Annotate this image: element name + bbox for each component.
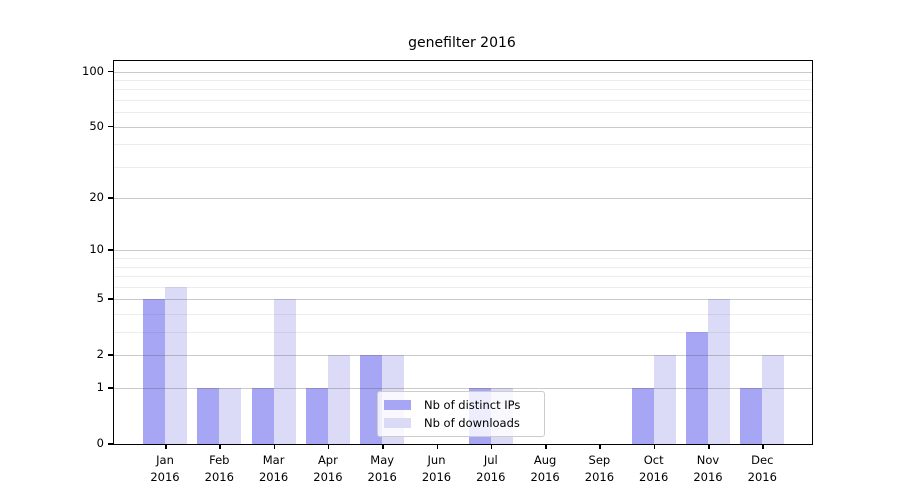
minor-gridline — [114, 286, 812, 288]
bar-dec-downloads — [762, 355, 785, 444]
y-tick-mark — [108, 443, 114, 445]
x-tick-mark — [708, 444, 710, 449]
major-gridline — [114, 126, 812, 128]
y-tick-label: 10 — [89, 242, 104, 257]
y-tick-label: 0 — [96, 436, 104, 450]
y-tick-label: 20 — [89, 190, 104, 205]
y-tick-mark — [108, 197, 114, 199]
x-tick-mark — [545, 444, 547, 449]
y-tick-label: 1 — [96, 380, 104, 395]
major-gridline — [114, 71, 812, 73]
plot-area — [113, 60, 813, 445]
minor-gridline — [114, 314, 812, 316]
x-tick-label-dec: Dec 2016 — [747, 453, 777, 484]
y-tick-label: 5 — [96, 291, 104, 306]
bar-jan-downloads — [165, 286, 187, 444]
x-tick-mark — [273, 444, 276, 449]
x-tick-label-sep: Sep 2016 — [584, 453, 615, 484]
legend-swatch-distinct-ips — [384, 400, 411, 410]
x-tick-label-nov: Nov 2016 — [693, 453, 723, 484]
x-tick-label-may: May 2016 — [367, 453, 397, 484]
minor-gridline — [114, 276, 812, 278]
legend-swatch-downloads — [384, 418, 411, 428]
y-tick-mark — [108, 249, 114, 251]
y-tick-mark — [108, 354, 114, 356]
bar-mar-downloads — [273, 299, 296, 444]
major-gridline — [114, 388, 812, 390]
x-tick-label-feb: Feb 2016 — [204, 453, 234, 484]
bar-nov-distinct-ips — [686, 332, 708, 444]
x-tick-mark — [599, 444, 601, 449]
x-tick-mark — [436, 444, 438, 449]
x-tick-mark — [490, 444, 493, 449]
major-gridline — [114, 299, 812, 301]
x-tick-label-jan: Jan 2016 — [150, 453, 180, 484]
bar-oct-downloads — [653, 355, 676, 444]
x-tick-mark — [165, 444, 167, 449]
legend: Nb of distinct IPs Nb of downloads — [377, 391, 545, 437]
minor-gridline — [114, 112, 812, 114]
minor-gridline — [114, 144, 812, 146]
major-gridline — [114, 250, 812, 252]
y-tick-mark — [108, 298, 114, 300]
bar-apr-distinct-ips — [305, 388, 328, 444]
y-tick-label: 100 — [82, 63, 104, 78]
minor-gridline — [114, 99, 812, 101]
x-tick-mark — [219, 444, 221, 449]
legend-label-distinct-ips: Nb of distinct IPs — [424, 398, 521, 412]
y-tick-label: 50 — [89, 118, 104, 133]
x-tick-mark — [762, 444, 764, 449]
major-gridline — [114, 198, 812, 200]
x-tick-mark — [327, 444, 330, 449]
y-tick-mark — [108, 387, 114, 389]
x-tick-label-apr: Apr 2016 — [313, 453, 343, 484]
legend-label-downloads: Nb of downloads — [424, 416, 520, 430]
y-tick-mark — [108, 70, 114, 72]
x-tick-label-aug: Aug 2016 — [530, 453, 560, 484]
bar-feb-downloads — [219, 388, 242, 444]
legend-item-downloads: Nb of downloads — [384, 416, 538, 430]
x-tick-label-jul: Jul 2016 — [476, 453, 506, 484]
bar-nov-downloads — [708, 299, 730, 444]
x-tick-label-mar: Mar 2016 — [258, 453, 289, 484]
x-tick-label-jun: Jun 2016 — [421, 453, 452, 484]
major-gridline — [114, 355, 812, 357]
legend-item-distinct-ips: Nb of distinct IPs — [384, 398, 538, 412]
bar-mar-distinct-ips — [251, 388, 274, 444]
y-tick-mark — [108, 125, 114, 128]
minor-gridline — [114, 89, 812, 91]
minor-gridline — [114, 166, 812, 168]
minor-gridline — [114, 332, 812, 334]
bar-dec-distinct-ips — [740, 388, 763, 444]
y-tick-label: 2 — [96, 347, 104, 362]
x-tick-mark — [653, 444, 656, 449]
minor-gridline — [114, 258, 812, 260]
minor-gridline — [114, 266, 812, 268]
x-tick-mark — [382, 444, 384, 449]
bar-feb-distinct-ips — [197, 388, 220, 444]
bar-oct-distinct-ips — [631, 388, 654, 444]
x-tick-label-oct: Oct 2016 — [639, 453, 669, 484]
chart-title: genefilter 2016 — [408, 35, 516, 51]
bar-jan-distinct-ips — [143, 299, 165, 444]
minor-gridline — [114, 79, 812, 81]
bar-apr-downloads — [327, 355, 350, 444]
bar-may-distinct-ips — [360, 355, 383, 444]
